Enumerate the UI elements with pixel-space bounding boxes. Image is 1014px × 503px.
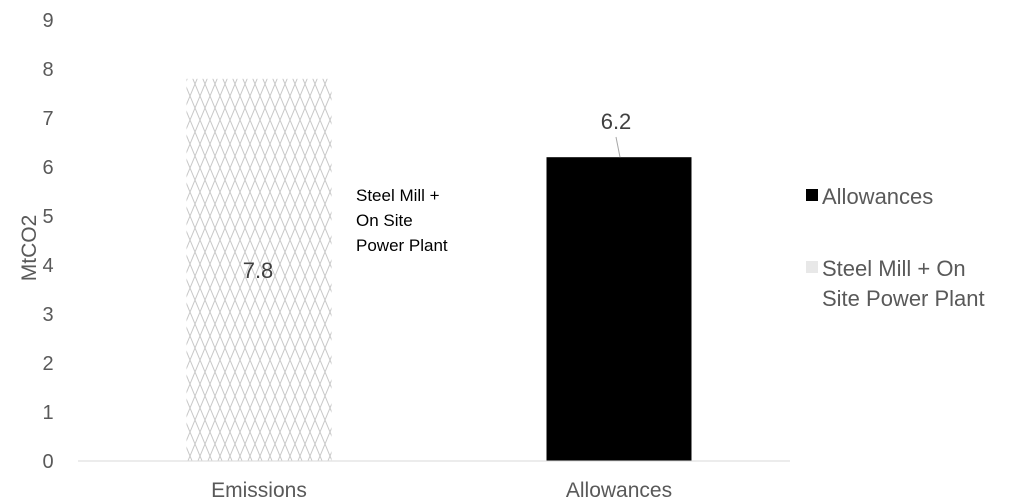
y-tick-label: 5 bbox=[42, 206, 53, 228]
y-tick-label: 0 bbox=[42, 451, 53, 473]
y-tick-label: 1 bbox=[42, 402, 53, 424]
bar-allowances bbox=[546, 157, 692, 461]
bar-annotation: Steel Mill + On Site Power Plant bbox=[356, 186, 448, 255]
annotation-line: On Site bbox=[356, 211, 413, 230]
x-axis-category-labels: Emissions Allowances bbox=[211, 479, 672, 502]
data-label-allowances: 6.2 bbox=[601, 109, 632, 134]
legend-label: Site Power Plant bbox=[822, 286, 985, 311]
y-tick-label: 7 bbox=[42, 108, 53, 130]
data-label-emissions: 7.8 bbox=[243, 258, 274, 283]
y-tick-label: 6 bbox=[42, 157, 53, 179]
y-axis-tick-labels: 0 1 2 3 4 5 6 7 8 9 bbox=[42, 10, 53, 473]
legend-label: Steel Mill + On bbox=[822, 256, 966, 281]
legend-swatch bbox=[806, 189, 818, 201]
x-category-label: Allowances bbox=[566, 479, 672, 502]
y-tick-label: 4 bbox=[42, 255, 53, 277]
y-tick-label: 9 bbox=[42, 10, 53, 32]
data-labels: 7.8 6.2 bbox=[243, 109, 632, 283]
annotation-line: Steel Mill + bbox=[356, 186, 440, 205]
y-axis-title: MtCO2 bbox=[18, 215, 41, 282]
x-category-label: Emissions bbox=[211, 479, 307, 502]
legend-swatch bbox=[806, 261, 818, 273]
bar-emissions bbox=[186, 78, 332, 462]
y-tick-label: 8 bbox=[42, 59, 53, 81]
y-tick-label: 3 bbox=[42, 304, 53, 326]
legend: Allowances Steel Mill + On Site Power Plan… bbox=[806, 184, 985, 311]
annotation-line: Power Plant bbox=[356, 236, 448, 255]
y-tick-label: 2 bbox=[42, 353, 53, 375]
data-label-leader-line bbox=[615, 136, 621, 158]
bars bbox=[186, 78, 692, 462]
legend-label: Allowances bbox=[822, 184, 933, 209]
